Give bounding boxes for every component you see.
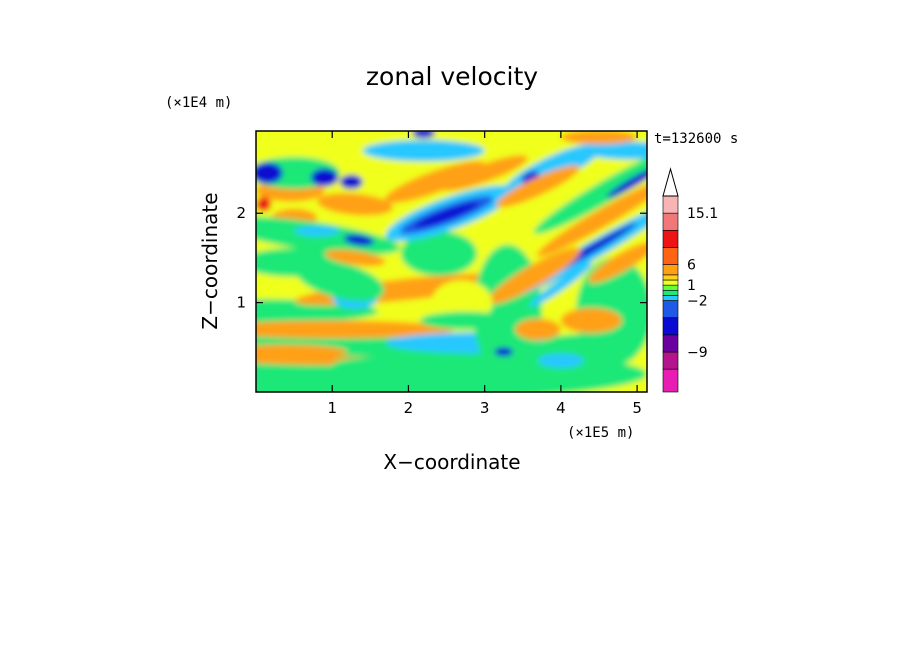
field-blob — [588, 241, 647, 283]
field-contours — [256, 131, 647, 392]
field-blob — [538, 353, 584, 368]
colorbar-swatch — [662, 212, 679, 231]
colorbar-tick-label: −9 — [687, 345, 708, 361]
colorbar-tick-label: 15.1 — [687, 206, 718, 222]
field-blob — [583, 141, 647, 160]
field-blob — [419, 311, 512, 330]
y-axis-ticks: 12 — [236, 204, 647, 312]
chart-title: zonal velocity — [366, 62, 538, 91]
colorbar-swatch — [662, 334, 679, 353]
field-blob — [412, 131, 436, 139]
colorbar-extension-arrow — [662, 167, 679, 197]
colorbar-swatch — [662, 351, 679, 370]
field-blob — [256, 248, 348, 277]
field-blob — [487, 247, 581, 305]
colorbar-swatch — [662, 289, 679, 296]
field-blob — [256, 320, 455, 339]
x-axis-label: X−coordinate — [383, 450, 520, 474]
field-blob — [515, 318, 561, 341]
field-blob — [256, 162, 283, 184]
colorbar-swatch — [662, 295, 679, 301]
velocity-field — [256, 131, 647, 392]
colorbar-tick-label: 1 — [687, 278, 696, 294]
field-blob — [560, 131, 638, 145]
y-axis-label: Z−coordinate — [198, 192, 222, 329]
field-blob — [536, 178, 647, 257]
field-blob — [494, 347, 513, 357]
field-blob — [533, 147, 647, 234]
y-axis-unit: (×1E4 m) — [165, 95, 232, 111]
field-blob — [332, 356, 455, 375]
field-blob — [441, 155, 528, 191]
colorbar-swatch — [662, 195, 679, 214]
time-label: t=132600 s — [654, 131, 738, 147]
plot-frame — [255, 130, 648, 393]
field-blob — [317, 193, 394, 216]
x-tick-label: 2 — [404, 399, 414, 417]
x-tick-label: 5 — [632, 399, 642, 417]
x-axis-unit: (×1E5 m) — [567, 425, 634, 441]
x-tick-label: 3 — [480, 399, 490, 417]
field-blob — [529, 262, 593, 308]
field-blob — [256, 344, 348, 359]
colorbar-swatch — [662, 274, 679, 281]
colorbar-tick-label: 6 — [687, 258, 696, 274]
field-blob — [496, 165, 580, 208]
field-blob — [362, 139, 485, 162]
field-blob — [384, 161, 486, 203]
field-blob — [294, 225, 340, 237]
colorbar-tick-label: −2 — [687, 294, 708, 310]
colorbar-swatch — [662, 317, 679, 336]
field-blob — [343, 234, 375, 246]
x-tick-label: 1 — [327, 399, 337, 417]
colorbar-swatch — [662, 279, 679, 286]
x-axis-ticks: 1 2 3 4 5 — [327, 131, 642, 417]
colorbar-swatch — [662, 264, 679, 276]
colorbar-swatch — [662, 247, 679, 265]
field-blob — [560, 307, 622, 334]
colorbar: 15.1 6 1−2 −9 — [662, 167, 718, 393]
colorbar-swatch — [662, 368, 679, 393]
x-tick-label: 4 — [556, 399, 566, 417]
colorbar-swatch — [662, 284, 679, 291]
y-tick-label: 2 — [236, 204, 246, 222]
field-blob — [324, 249, 386, 267]
colorbar-swatch — [662, 229, 679, 248]
field-blob — [339, 174, 363, 190]
field-blob — [400, 231, 478, 276]
field-blob — [414, 202, 479, 228]
y-tick-label: 1 — [236, 294, 246, 312]
field-blob — [256, 197, 272, 212]
field-blob — [310, 168, 339, 187]
colorbar-swatch — [662, 300, 679, 319]
